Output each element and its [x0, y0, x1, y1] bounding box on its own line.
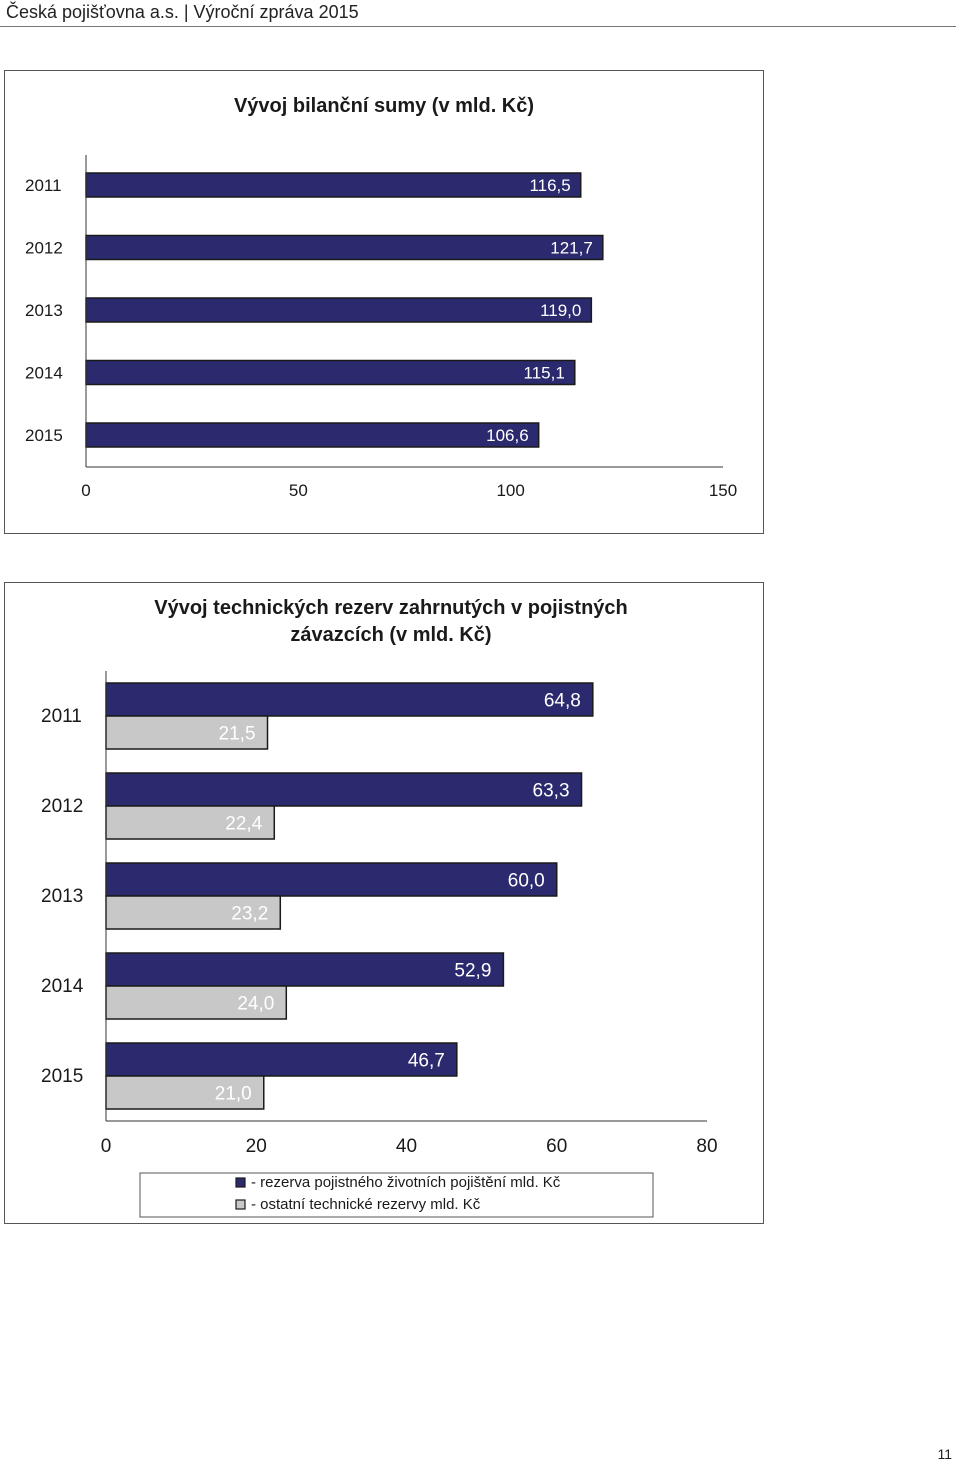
- x-tick-label: 100: [496, 481, 524, 500]
- technical-reserves-chart: Vývoj technických rezerv zahrnutých v po…: [4, 582, 764, 1224]
- data-label: 115,1: [524, 364, 565, 383]
- legend-box: [139, 1172, 654, 1218]
- data-label-life-reserve: 63,3: [533, 781, 570, 802]
- data-label-life-reserve: 64,8: [544, 691, 581, 712]
- bar-life-reserve: [105, 682, 594, 717]
- bar-life-reserve: [105, 1042, 458, 1077]
- category-label: 2012: [25, 239, 63, 258]
- x-tick-label: 80: [696, 1136, 717, 1157]
- bar: [85, 359, 576, 386]
- chart-title: závazcích (v mld. Kč): [290, 624, 491, 646]
- balance-sum-chart-svg: Vývoj bilanční sumy (v mld. Kč) 2011 116,5…: [25, 95, 737, 500]
- data-label-other-reserve: 22,4: [225, 814, 262, 835]
- data-label-other-reserve: 24,0: [237, 994, 274, 1015]
- bar-other-reserve: [105, 1075, 265, 1110]
- category-label: 2015: [25, 426, 63, 445]
- category-label: 2012: [41, 796, 83, 817]
- page-header: Česká pojišťovna a.s. | Výroční zpráva 2…: [6, 2, 359, 22]
- x-tick-label: 0: [81, 481, 90, 500]
- legend-swatch: [235, 1177, 246, 1188]
- x-tick-label: 50: [289, 481, 308, 500]
- category-label: 2011: [41, 706, 82, 727]
- bar-other-reserve: [105, 805, 276, 840]
- bar: [85, 234, 604, 261]
- x-tick-label: 150: [709, 481, 737, 500]
- x-tick-label: 0: [101, 1136, 112, 1157]
- bar-life-reserve: [105, 772, 583, 807]
- data-label: 106,6: [486, 426, 529, 445]
- bar: [85, 422, 540, 448]
- data-label: 119,0: [540, 301, 581, 320]
- chart-title: Vývoj bilanční sumy (v mld. Kč): [234, 95, 534, 117]
- category-label: 2011: [25, 176, 62, 195]
- data-label-life-reserve: 60,0: [508, 871, 545, 892]
- x-tick-label: 20: [246, 1136, 267, 1157]
- legend-label: - ostatní technické rezervy mld. Kč: [251, 1196, 481, 1213]
- x-tick-label: 40: [396, 1136, 417, 1157]
- category-label: 2014: [41, 976, 84, 997]
- page-number: 11: [937, 1446, 952, 1462]
- chart-title: Vývoj technických rezerv zahrnutých v po…: [154, 597, 628, 619]
- category-label: 2013: [41, 886, 83, 907]
- balance-sum-chart: Vývoj bilanční sumy (v mld. Kč) 2011 116,5…: [4, 70, 764, 534]
- data-label: 121,7: [550, 239, 593, 258]
- bar: [85, 297, 593, 323]
- bar-life-reserve: [105, 862, 558, 897]
- data-label-life-reserve: 52,9: [454, 961, 491, 982]
- header-divider: [0, 26, 956, 27]
- category-label: 2015: [41, 1066, 83, 1087]
- data-label-other-reserve: 21,5: [219, 724, 256, 745]
- x-tick-label: 60: [546, 1136, 567, 1157]
- category-label: 2014: [25, 364, 63, 383]
- legend-label: - rezerva pojistného životních pojištění…: [251, 1174, 561, 1191]
- data-label-life-reserve: 46,7: [408, 1051, 445, 1072]
- bar-life-reserve: [105, 952, 505, 987]
- data-label: 116,5: [529, 176, 570, 195]
- technical-reserves-chart-svg: Vývoj technických rezerv zahrnutých v po…: [41, 597, 718, 1218]
- legend-swatch: [235, 1199, 246, 1210]
- data-label-other-reserve: 21,0: [215, 1084, 252, 1105]
- bar: [85, 172, 582, 198]
- category-label: 2013: [25, 301, 63, 320]
- data-label-other-reserve: 23,2: [231, 904, 268, 925]
